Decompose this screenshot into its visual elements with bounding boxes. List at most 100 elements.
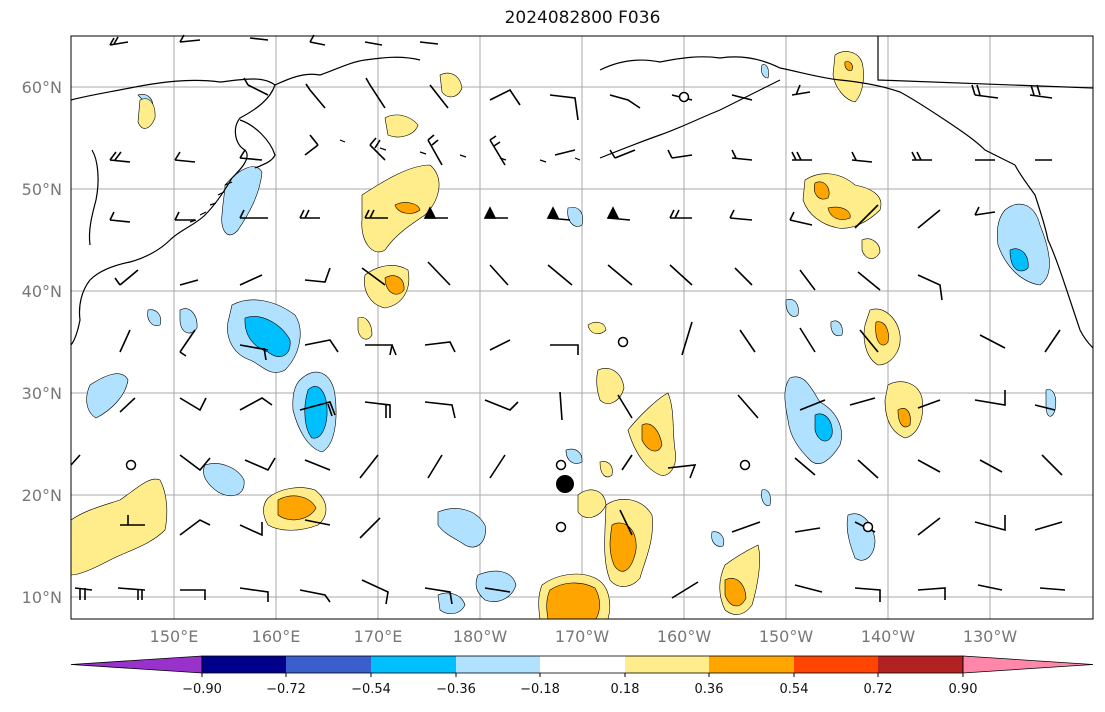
wind-barb: [854, 587, 881, 602]
wind-barb: [239, 149, 263, 161]
colorbar-tick-label: 0.72: [864, 682, 893, 697]
colorbar-segment: [540, 656, 625, 673]
lat-label: 20°N: [22, 486, 62, 505]
colorbar-segment: [709, 656, 794, 673]
wind-barb: [364, 401, 391, 418]
pos-region: [596, 368, 625, 404]
wind-barb: [179, 397, 207, 412]
wind-barb: [179, 329, 196, 357]
wind-barb: [119, 397, 136, 413]
colorbar-segment: [286, 656, 371, 673]
wind-barb: [304, 267, 331, 283]
neg-region: [996, 203, 1050, 286]
wind-barb: [857, 459, 879, 479]
colorbar-tick-label: 0.54: [780, 682, 809, 697]
map-border: [70, 35, 1094, 620]
wind-barb: [364, 209, 388, 219]
wind-barb: [731, 149, 753, 161]
wind-barb: [117, 587, 146, 600]
kuril-islands: [189, 181, 233, 223]
pos-region: [137, 98, 156, 129]
wind-barb: [243, 77, 269, 96]
wind-barb: [549, 94, 579, 121]
station-dot: [556, 475, 574, 493]
wind-barb: [174, 211, 195, 221]
neg-region: [304, 386, 328, 439]
colorbar: −0.90 −0.72 −0.54 −0.36 −0.18 0.18 0.36 0.54 0.7…: [70, 655, 1094, 697]
colorbar-tick-label: 0.36: [695, 682, 724, 697]
colorbar-tick-label: 0.18: [611, 682, 640, 697]
wind-barb: [489, 264, 509, 286]
wind-barb: [427, 454, 443, 479]
wind-barb: [609, 94, 641, 109]
wind-barb: [1039, 587, 1066, 591]
wind-barb: [729, 209, 753, 221]
wind-barb: [681, 321, 693, 356]
wind-barb: [1034, 404, 1056, 411]
wind-barb: [424, 401, 456, 419]
wind-barb: [361, 267, 386, 286]
wind-barb: [359, 454, 379, 479]
neg-region: [221, 166, 263, 236]
wind-barb: [859, 329, 879, 353]
wind-barb: [917, 587, 946, 600]
lon-label: 150°E: [150, 627, 199, 646]
north-america-coast: [1014, 164, 1094, 349]
wind-barb: [971, 84, 999, 99]
wind-barb: [621, 454, 633, 471]
wind-barb: [179, 519, 211, 536]
wind-barb: [359, 517, 381, 539]
lon-label: 160°W: [657, 627, 712, 646]
wind-barb: [239, 587, 269, 602]
station-markers: [125, 91, 874, 533]
station-circle: [617, 336, 629, 348]
wind-barb: [667, 149, 693, 159]
neg-region: [1009, 248, 1029, 272]
wind-barb: [424, 587, 453, 605]
wind-barb: [120, 515, 145, 526]
wind-barb: [731, 94, 753, 101]
pos-region: [439, 72, 463, 98]
wind-barb: [794, 584, 823, 593]
wind-barb: [667, 464, 697, 479]
wind-barb: [794, 457, 816, 476]
wind-barb: [489, 339, 511, 351]
wind-barb: [917, 459, 941, 473]
wind-barb: [669, 264, 693, 286]
wind-barb: [304, 459, 331, 471]
wind-barb: [917, 399, 941, 409]
wind-barb: [974, 206, 996, 216]
wind-barb: [484, 587, 511, 593]
wind-barb: [70, 454, 81, 466]
wind-barb: [911, 151, 932, 161]
wind-barb: [974, 390, 1006, 406]
lon-label: 160°E: [252, 627, 301, 646]
wind-barbs: [70, 34, 1066, 605]
neg-region: [785, 299, 799, 317]
coastlines: [70, 36, 1094, 349]
pos-region: [641, 423, 663, 452]
colorbar-extend-low: [70, 655, 203, 674]
wind-barb: [606, 206, 631, 221]
wind-barb: [489, 88, 521, 106]
neg-region: [203, 463, 245, 496]
lon-label: 180°W: [453, 627, 508, 646]
wind-barb: [419, 41, 439, 45]
neg-region: [814, 413, 833, 442]
longitude-labels: 150°E 160°E 170°E 180°W 170°W 160°W 150°…: [150, 627, 1018, 646]
wind-barb: [180, 589, 206, 600]
sakhalin-coast: [88, 149, 99, 246]
neg-region: [830, 320, 843, 337]
wind-barb: [799, 269, 816, 291]
lat-label: 30°N: [22, 384, 62, 403]
pos-region: [861, 238, 881, 259]
wind-barb: [1034, 521, 1063, 531]
wind-barb: [427, 134, 443, 166]
lon-label: 140°W: [861, 627, 916, 646]
wind-barb: [427, 261, 451, 286]
colorbar-tick-label: −0.90: [182, 682, 222, 697]
wind-barb: [669, 209, 692, 219]
lat-label: 10°N: [22, 588, 62, 607]
wind-barb: [857, 271, 881, 291]
wind-barb: [365, 77, 386, 109]
